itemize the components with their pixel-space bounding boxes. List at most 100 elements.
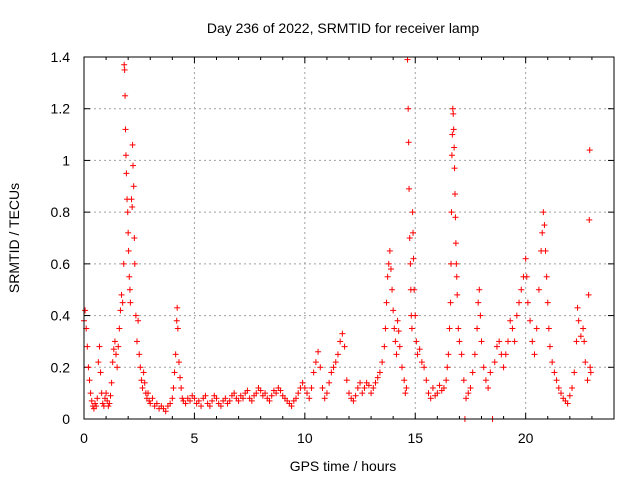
data-point bbox=[458, 351, 465, 358]
data-point bbox=[136, 351, 143, 358]
data-point bbox=[482, 377, 489, 384]
data-point bbox=[445, 351, 452, 358]
data-point bbox=[117, 307, 124, 314]
data-point bbox=[381, 343, 388, 350]
data-point bbox=[500, 364, 507, 371]
data-point bbox=[456, 338, 463, 345]
data-point bbox=[130, 183, 137, 190]
data-point bbox=[475, 299, 482, 306]
data-point bbox=[436, 382, 443, 389]
data-point bbox=[434, 390, 441, 397]
data-point bbox=[209, 397, 216, 404]
data-point bbox=[187, 397, 193, 404]
data-point bbox=[138, 377, 145, 384]
data-point bbox=[389, 286, 396, 293]
data-point bbox=[460, 377, 467, 384]
data-point bbox=[408, 325, 415, 332]
data-point bbox=[443, 377, 450, 384]
data-point bbox=[140, 369, 147, 376]
data-point bbox=[162, 408, 169, 415]
data-point bbox=[452, 240, 459, 247]
data-point bbox=[96, 343, 103, 350]
data-point bbox=[418, 359, 425, 366]
data-point bbox=[352, 392, 359, 399]
data-point bbox=[407, 260, 414, 267]
data-point bbox=[354, 384, 361, 391]
data-point bbox=[544, 299, 551, 306]
data-point bbox=[268, 392, 275, 399]
data-point bbox=[130, 162, 137, 169]
data-point bbox=[395, 328, 402, 335]
data-point bbox=[82, 307, 89, 314]
x-tick-label: 5 bbox=[191, 430, 199, 446]
data-point bbox=[523, 273, 530, 280]
data-point bbox=[449, 131, 456, 138]
data-point bbox=[450, 110, 457, 117]
data-point bbox=[141, 379, 148, 386]
data-point bbox=[175, 359, 182, 366]
data-point bbox=[266, 397, 273, 404]
data-point bbox=[555, 384, 562, 391]
data-point bbox=[410, 255, 417, 262]
data-point bbox=[516, 299, 523, 306]
data-point bbox=[440, 384, 447, 391]
data-point bbox=[179, 395, 186, 402]
y-tick-label: 0.4 bbox=[51, 308, 71, 324]
data-point bbox=[195, 397, 202, 404]
data-point bbox=[410, 229, 417, 236]
data-point bbox=[444, 364, 451, 371]
data-point bbox=[198, 403, 205, 410]
data-point bbox=[551, 369, 558, 376]
data-point bbox=[449, 105, 456, 112]
data-point bbox=[321, 395, 328, 402]
data-point bbox=[542, 247, 549, 254]
data-point bbox=[116, 325, 123, 332]
x-tick-label: 20 bbox=[518, 430, 534, 446]
data-point bbox=[337, 338, 344, 345]
data-point bbox=[328, 369, 335, 376]
data-point bbox=[213, 395, 220, 402]
data-point bbox=[128, 196, 135, 203]
data-point bbox=[448, 209, 455, 216]
data-point bbox=[391, 325, 398, 332]
data-point bbox=[182, 400, 189, 407]
data-point bbox=[105, 403, 112, 410]
data-point bbox=[334, 351, 341, 358]
data-point bbox=[370, 384, 377, 391]
data-point bbox=[87, 390, 94, 397]
data-point bbox=[446, 325, 453, 332]
data-point bbox=[394, 317, 401, 324]
data-point bbox=[365, 382, 372, 389]
data-point bbox=[448, 152, 455, 159]
grid-lines bbox=[84, 57, 614, 419]
data-point bbox=[120, 260, 127, 267]
data-point bbox=[122, 92, 129, 99]
y-tick-label: 1.4 bbox=[51, 49, 71, 65]
data-point bbox=[493, 343, 500, 350]
data-point bbox=[301, 384, 308, 391]
data-point bbox=[566, 392, 573, 399]
data-point bbox=[452, 214, 459, 221]
data-point bbox=[308, 384, 315, 391]
data-point bbox=[350, 397, 357, 404]
data-point bbox=[121, 61, 128, 68]
data-point bbox=[206, 403, 213, 410]
data-point bbox=[118, 291, 125, 298]
x-tick-label: 10 bbox=[297, 430, 313, 446]
data-point bbox=[253, 390, 260, 397]
axis-ticks: 0 5 10 15 20 0 0.2 0.4 0.6 0.8 1 1.2 1.4 bbox=[51, 49, 615, 446]
data-point bbox=[174, 325, 181, 332]
data-point bbox=[315, 348, 322, 355]
data-point bbox=[273, 390, 280, 397]
data-point bbox=[453, 260, 460, 267]
data-point bbox=[399, 364, 405, 371]
data-point bbox=[386, 247, 393, 254]
data-point bbox=[134, 338, 140, 345]
data-point bbox=[119, 299, 126, 306]
data-point bbox=[406, 185, 413, 192]
data-point bbox=[121, 66, 128, 73]
data-point bbox=[317, 364, 324, 371]
data-point bbox=[170, 384, 177, 391]
data-point bbox=[577, 333, 584, 340]
data-point bbox=[306, 395, 313, 402]
